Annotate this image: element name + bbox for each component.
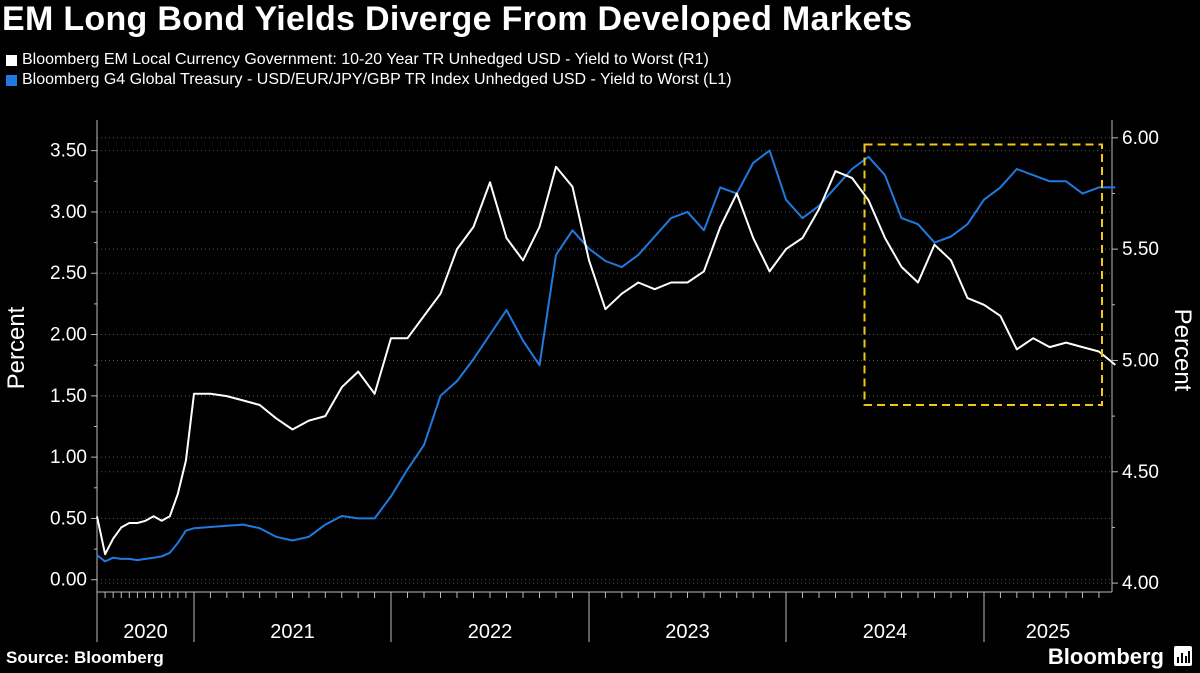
x-tick-label-2025: 2025 xyxy=(1026,621,1071,643)
x-tick-label-2021: 2021 xyxy=(270,621,315,643)
legend-label-em: Bloomberg EM Local Currency Government: … xyxy=(22,51,709,68)
x-tick-label-2023: 2023 xyxy=(665,621,710,643)
tick-label-right-2: 5.00 xyxy=(1122,350,1159,371)
legend-swatch-em xyxy=(6,54,17,66)
source-note: Source: Bloomberg xyxy=(6,648,164,667)
tick-label-left-3: 1.50 xyxy=(50,386,87,407)
brand-logo: Bloomberg xyxy=(1047,644,1164,669)
x-tick-label-2022: 2022 xyxy=(468,621,513,643)
series-line-g4-treasury xyxy=(96,149,1116,563)
legend-label-g4: Bloomberg G4 Global Treasury - USD/EUR/J… xyxy=(22,71,732,88)
legend-item-g4: Bloomberg G4 Global Treasury - USD/EUR/J… xyxy=(6,70,732,90)
chart-title: EM Long Bond Yields Diverge From Develop… xyxy=(2,0,913,38)
tick-label-left-1: 0.50 xyxy=(50,508,87,529)
highlight-box xyxy=(863,143,1103,406)
tick-label-left-6: 3.00 xyxy=(50,202,87,223)
tick-label-left-4: 2.00 xyxy=(50,325,87,346)
tick-label-left-5: 2.50 xyxy=(50,263,87,284)
legend: Bloomberg EM Local Currency Government: … xyxy=(6,50,732,90)
legend-item-em: Bloomberg EM Local Currency Government: … xyxy=(6,50,732,70)
tick-label-left-2: 1.00 xyxy=(50,447,87,468)
tick-label-right-1: 4.50 xyxy=(1122,462,1159,483)
x-tick-label-2020: 2020 xyxy=(123,621,168,643)
y-axis-label-left: Percent xyxy=(3,306,30,389)
tick-label-left-0: 0.00 xyxy=(50,570,87,591)
legend-swatch-g4 xyxy=(6,74,17,86)
y-axis-label-right: Percent xyxy=(1169,309,1196,392)
x-tick-label-2024: 2024 xyxy=(863,621,908,643)
bloomberg-chart-icon xyxy=(1174,646,1192,666)
tick-label-right-4: 6.00 xyxy=(1122,128,1159,149)
series-line-em-local xyxy=(96,165,1116,556)
tick-label-right-3: 5.50 xyxy=(1122,239,1159,260)
tick-label-left-7: 3.50 xyxy=(50,141,87,162)
tick-label-right-0: 4.00 xyxy=(1122,573,1159,594)
